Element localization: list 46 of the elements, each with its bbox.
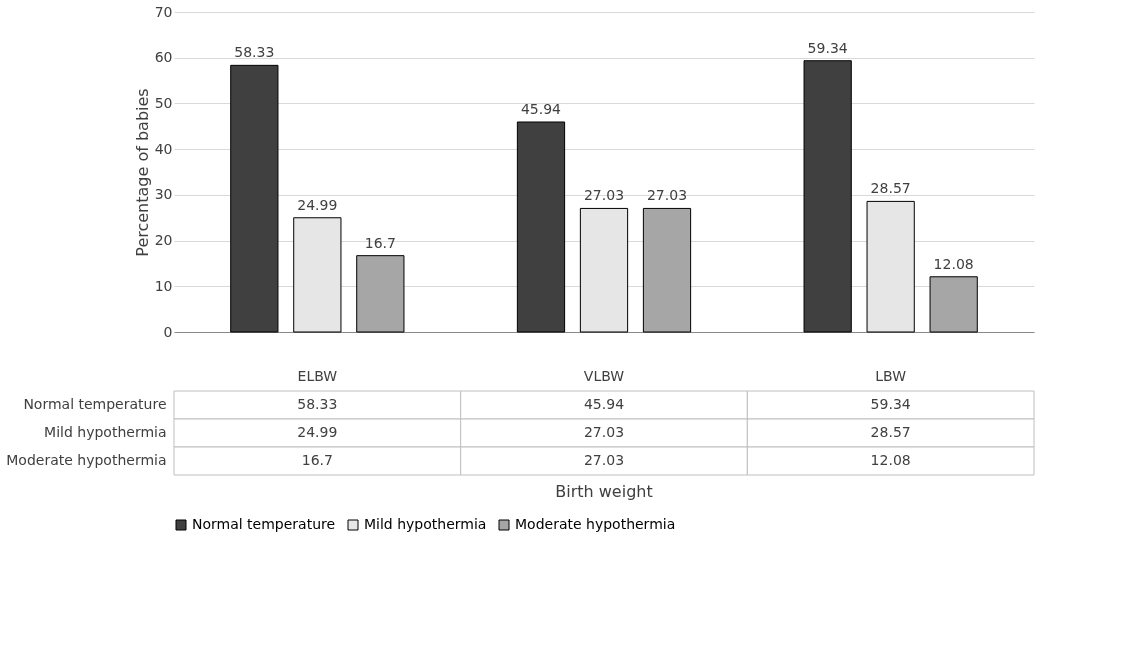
annotation: 24.99 <box>297 196 338 213</box>
x-tick-label: VLBW <box>583 367 625 384</box>
data-label: 27.03 <box>583 452 625 468</box>
y-tick-label: 70 <box>154 3 173 20</box>
annotation: 27.03 <box>583 187 625 204</box>
data-label: 58.33 <box>297 396 338 412</box>
bar <box>516 121 566 333</box>
legend-label: Mild hypothermia <box>364 516 487 532</box>
data-label: 59.34 <box>870 396 911 412</box>
x-tick-label: LBW <box>875 367 907 384</box>
bar <box>866 200 915 333</box>
bar <box>642 207 692 333</box>
bar <box>929 276 978 333</box>
text: Normal temperature <box>23 396 167 412</box>
bar <box>579 207 629 333</box>
bar <box>230 64 279 333</box>
bar <box>356 255 405 333</box>
y-tick-label: 30 <box>154 186 173 203</box>
bar <box>293 217 342 333</box>
data-label: 45.94 <box>583 396 625 412</box>
annotation: 12.08 <box>933 255 974 272</box>
annotation: 16.7 <box>364 234 396 251</box>
annotation: 45.94 <box>520 100 562 117</box>
annotation: 27.03 <box>646 187 688 204</box>
annotation: 28.57 <box>870 180 911 197</box>
y-tick-label: 0 <box>163 323 173 340</box>
data-label: 28.57 <box>870 424 911 440</box>
text: Moderate hypothermia <box>6 452 167 468</box>
data-label: 24.99 <box>297 424 338 440</box>
data-label: 12.08 <box>870 452 911 468</box>
y-tick-label: 20 <box>154 232 173 249</box>
annotation: 58.33 <box>234 44 275 61</box>
y-tick-label: 40 <box>154 140 173 157</box>
y-tick-label: 10 <box>154 277 173 294</box>
text: Birth weight <box>555 481 653 501</box>
annotation: 59.34 <box>807 39 848 56</box>
x-tick-label: ELBW <box>297 367 338 384</box>
bar <box>803 60 852 333</box>
data-label: 16.7 <box>301 452 333 468</box>
text: Mild hypothermia <box>44 424 167 440</box>
y-axis-title: Percentage of babies <box>132 88 152 257</box>
data-label: 27.03 <box>583 424 625 440</box>
legend-label: Normal temperature <box>192 516 336 532</box>
legend-label: Moderate hypothermia <box>515 516 676 532</box>
y-tick-label: 50 <box>154 94 173 111</box>
y-tick-label: 60 <box>154 49 173 66</box>
